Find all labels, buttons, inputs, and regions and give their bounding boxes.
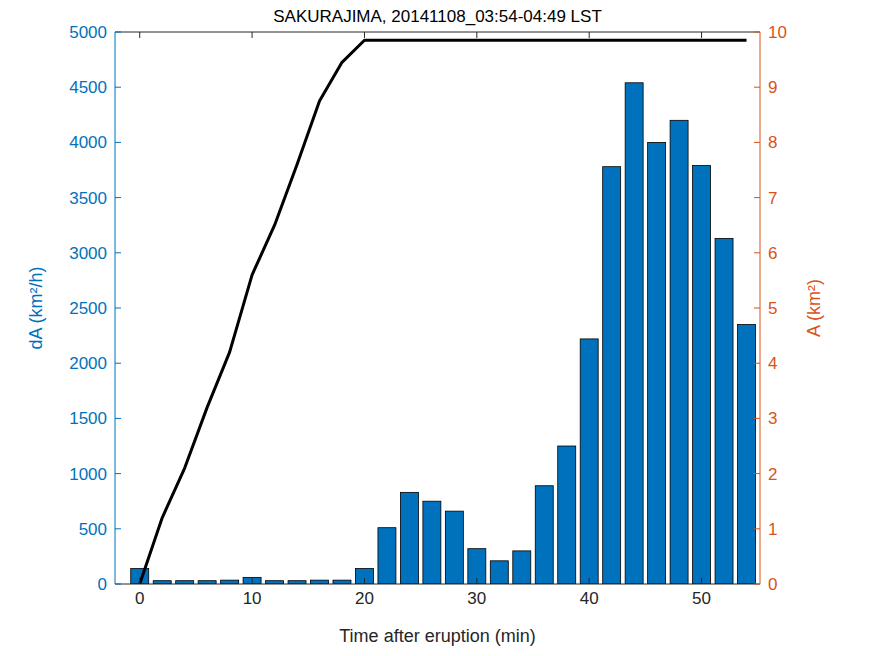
y-tick-label: 2000 <box>69 354 107 373</box>
y2-tick <box>754 142 760 143</box>
y-axis-label: dA (km²/h) <box>26 266 46 349</box>
y2-axis-label: A (km²) <box>804 279 824 337</box>
x-tick-top <box>252 32 253 38</box>
x-tick <box>701 578 702 584</box>
y2-tick <box>754 308 760 309</box>
bar <box>131 569 149 584</box>
y2-tick-label: 4 <box>768 354 777 373</box>
y-tick <box>115 252 121 253</box>
bar <box>490 561 508 584</box>
bar <box>558 446 576 584</box>
y2-tick <box>754 473 760 474</box>
y-tick <box>115 418 121 419</box>
y-tick-label: 1500 <box>69 409 107 428</box>
y2-tick-label: 0 <box>768 575 777 594</box>
y-tick-label: 3500 <box>69 189 107 208</box>
x-tick-top <box>476 32 477 38</box>
y2-tick-label: 6 <box>768 244 777 263</box>
y2-tick-label: 8 <box>768 133 777 152</box>
y-tick-label: 3000 <box>69 244 107 263</box>
y2-tick-label: 5 <box>768 299 777 318</box>
bar <box>468 549 486 584</box>
bar <box>400 492 418 584</box>
x-tick-top <box>139 32 140 38</box>
y2-tick-label: 1 <box>768 520 777 539</box>
bar <box>648 142 666 584</box>
bar <box>693 166 711 584</box>
x-tick-label: 20 <box>355 589 374 608</box>
x-tick-top <box>589 32 590 38</box>
bar <box>311 580 329 584</box>
y-tick <box>115 584 121 585</box>
y-tick-label: 500 <box>79 520 107 539</box>
bar <box>625 83 643 584</box>
y2-tick-label: 7 <box>768 189 777 208</box>
bar <box>423 501 441 584</box>
bar <box>333 580 351 584</box>
bar <box>535 486 553 584</box>
y-tick-label: 4500 <box>69 78 107 97</box>
y-tick <box>115 528 121 529</box>
y2-tick <box>754 584 760 585</box>
x-tick-label: 50 <box>692 589 711 608</box>
bar <box>603 167 621 584</box>
bar <box>355 569 373 584</box>
y-tick-label: 2500 <box>69 299 107 318</box>
y2-tick <box>754 32 760 33</box>
bar <box>243 577 261 584</box>
y-tick-label: 4000 <box>69 133 107 152</box>
x-axis <box>115 584 760 585</box>
plot-area <box>115 32 760 584</box>
bar <box>445 511 463 584</box>
x-tick-label: 30 <box>467 589 486 608</box>
y-tick-label: 1000 <box>69 465 107 484</box>
y-tick <box>115 197 121 198</box>
x-tick-label: 0 <box>135 589 144 608</box>
y2-tick <box>754 252 760 253</box>
bar <box>378 528 396 584</box>
y-tick-label: 5000 <box>69 23 107 42</box>
x-tick <box>476 578 477 584</box>
y2-tick-label: 10 <box>768 23 787 42</box>
top-frame <box>115 32 760 33</box>
bar <box>221 580 239 584</box>
y2-tick <box>754 528 760 529</box>
y-tick <box>115 473 121 474</box>
y-tick <box>115 32 121 33</box>
y-tick <box>115 142 121 143</box>
x-tick <box>252 578 253 584</box>
line <box>140 40 747 584</box>
y2-tick <box>754 87 760 88</box>
x-tick <box>139 578 140 584</box>
bar <box>670 120 688 584</box>
x-tick-label: 40 <box>580 589 599 608</box>
bar <box>738 325 756 584</box>
title: SAKURAJIMA, 20141108_03:54-04:49 LST <box>273 7 602 26</box>
y-tick-label: 0 <box>98 575 107 594</box>
x-tick <box>589 578 590 584</box>
y-tick <box>115 308 121 309</box>
x-tick <box>364 578 365 584</box>
x-tick-top <box>364 32 365 38</box>
y2-tick <box>754 197 760 198</box>
y2-tick <box>754 418 760 419</box>
y2-tick-label: 2 <box>768 465 777 484</box>
chart: 0102030405005001000150020002500300035004… <box>0 0 875 656</box>
x-axis-label: Time after eruption (min) <box>339 626 535 646</box>
bar <box>513 551 531 584</box>
bar <box>715 238 733 584</box>
y2-tick <box>754 363 760 364</box>
y-tick <box>115 87 121 88</box>
x-tick-label: 10 <box>243 589 262 608</box>
bar <box>580 339 598 584</box>
x-tick-top <box>701 32 702 38</box>
y2-tick-label: 9 <box>768 78 777 97</box>
marks <box>131 40 756 584</box>
y-tick <box>115 363 121 364</box>
y2-tick-label: 3 <box>768 409 777 428</box>
